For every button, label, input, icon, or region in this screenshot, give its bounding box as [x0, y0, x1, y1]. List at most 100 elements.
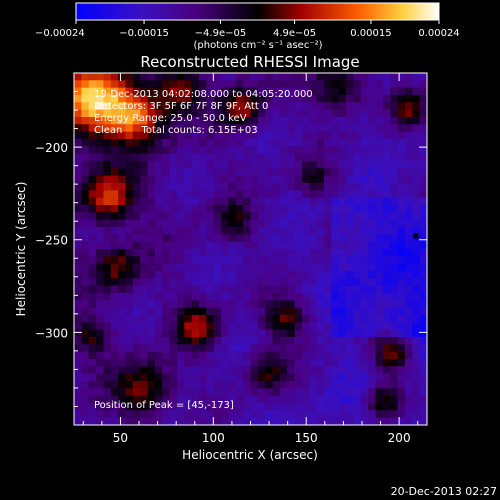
- heatmap-cell: [206, 219, 215, 228]
- heatmap-cell: [257, 73, 266, 81]
- heatmap-cell: [250, 131, 259, 140]
- heatmap-cell: [272, 315, 281, 323]
- heatmap-cell: [103, 212, 112, 221]
- heatmap-cell: [412, 359, 421, 367]
- heatmap-cell: [235, 73, 244, 81]
- heatmap-cell: [184, 410, 193, 419]
- heatmap-cell: [169, 161, 178, 169]
- heatmap-cell: [206, 381, 215, 389]
- heatmap-cell: [412, 205, 421, 213]
- heatmap-cell: [103, 417, 112, 425]
- heatmap-cell: [250, 249, 259, 257]
- heatmap-cell: [235, 373, 244, 382]
- heatmap-cell: [154, 351, 163, 360]
- heatmap-cell: [110, 249, 119, 257]
- heatmap-cell: [338, 395, 347, 404]
- heatmap-cell: [309, 131, 318, 140]
- heatmap-cell: [81, 263, 90, 272]
- heatmap-cell: [338, 263, 347, 272]
- heatmap-cell: [368, 381, 377, 389]
- heatmap-cell: [96, 153, 105, 162]
- heatmap-cell: [125, 139, 134, 147]
- heatmap-cell: [184, 359, 193, 367]
- heatmap-cell: [243, 417, 252, 425]
- heatmap-cell: [243, 337, 252, 345]
- heatmap-cell: [125, 315, 134, 323]
- heatmap-cell: [191, 175, 200, 184]
- heatmap-cell: [96, 366, 105, 375]
- heatmap-cell: [169, 249, 178, 257]
- heatmap-cell: [228, 359, 237, 367]
- heatmap-cell: [125, 190, 134, 199]
- heatmap-cell: [316, 73, 325, 81]
- x-tick-label: 100: [202, 431, 225, 445]
- heatmap-cell: [162, 381, 171, 389]
- y-axis-label: Heliocentric Y (arcsec): [14, 182, 28, 317]
- heatmap-cell: [331, 124, 340, 133]
- heatmap-cell: [324, 395, 332, 404]
- heatmap-cell: [206, 241, 215, 250]
- heatmap-cell: [184, 381, 193, 389]
- heatmap-cell: [419, 249, 427, 257]
- heatmap-cell: [301, 117, 310, 125]
- heatmap-cell: [353, 95, 362, 103]
- heatmap-cell: [206, 131, 215, 140]
- heatmap-cell: [309, 307, 318, 316]
- heatmap-cell: [272, 102, 281, 111]
- heatmap-cell: [338, 366, 347, 375]
- heatmap-cell: [346, 168, 355, 177]
- heatmap-cell: [125, 366, 134, 375]
- heatmap-cell: [243, 395, 252, 404]
- heatmap-cell: [154, 234, 163, 243]
- heatmap-cell: [250, 359, 259, 367]
- heatmap-cell: [353, 307, 362, 316]
- heatmap-cell: [287, 388, 296, 397]
- heatmap-cell: [132, 263, 141, 272]
- heatmap-cell: [287, 175, 296, 184]
- heatmap-cell: [257, 307, 266, 316]
- heatmap-cell: [353, 153, 362, 162]
- heatmap-cell: [176, 73, 185, 81]
- heatmap-cell: [199, 278, 207, 287]
- heatmap-cell: [154, 153, 163, 162]
- heatmap-cell: [257, 300, 266, 309]
- heatmap-cell: [213, 403, 222, 411]
- heatmap-cell: [184, 403, 193, 411]
- heatmap-cell: [176, 190, 185, 199]
- heatmap-cell: [125, 293, 134, 301]
- heatmap-cell: [132, 300, 141, 309]
- heatmap-cell: [338, 161, 347, 169]
- heatmap-cell: [110, 80, 119, 89]
- heatmap-cell: [125, 197, 134, 206]
- heatmap-cell: [301, 351, 310, 360]
- heatmap-cell: [324, 249, 332, 257]
- heatmap-cell: [213, 124, 222, 133]
- heatmap-cell: [154, 183, 163, 191]
- heatmap-cell: [176, 197, 185, 206]
- heatmap-cell: [169, 278, 178, 287]
- heatmap-cell: [213, 227, 222, 235]
- heatmap-cell: [331, 102, 340, 111]
- heatmap-cell: [191, 395, 200, 404]
- heatmap-cell: [419, 168, 427, 177]
- heatmap-cell: [382, 359, 391, 367]
- heatmap-cell: [301, 293, 310, 301]
- heatmap-cell: [81, 395, 90, 404]
- heatmap-cell: [103, 366, 112, 375]
- heatmap-cell: [169, 124, 178, 133]
- heatmap-cell: [294, 293, 303, 301]
- heatmap-cell: [301, 183, 310, 191]
- heatmap-cell: [184, 102, 193, 111]
- heatmap-cell: [169, 373, 178, 382]
- heatmap-cell: [250, 395, 259, 404]
- heatmap-cell: [316, 219, 325, 228]
- heatmap-cell: [243, 183, 252, 191]
- colorbar-tick-label: −0.00015: [119, 28, 169, 39]
- heatmap-cell: [228, 168, 237, 177]
- heatmap-cell: [199, 337, 207, 345]
- heatmap-cell: [199, 190, 207, 199]
- heatmap-cell: [81, 87, 90, 96]
- heatmap-cell: [96, 315, 105, 323]
- heatmap-cell: [154, 249, 163, 257]
- heatmap-cell: [382, 285, 391, 294]
